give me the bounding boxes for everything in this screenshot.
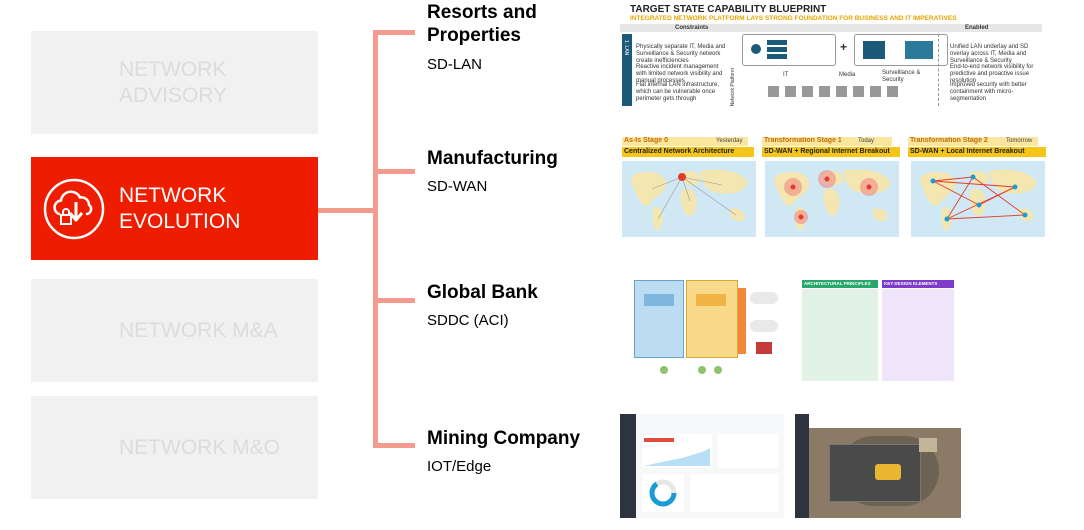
sdlan-left-bullet-3: Flat internal LAN infrastructure, which … — [636, 82, 720, 102]
sddc-node — [756, 342, 772, 354]
category-subtitle-iot: IOT/Edge — [427, 458, 492, 475]
iot-stats-panel — [690, 474, 778, 512]
sddc-endpoint-2 — [698, 366, 706, 374]
sdlan-header-bar — [620, 24, 1042, 32]
network-ma-box[interactable]: NETWORK M&A — [31, 279, 318, 382]
sdlan-icon-label-it: IT — [783, 72, 789, 78]
network-evolution-label: NETWORK EVOLUTION — [119, 183, 241, 233]
sdwan-stage-1-tag: Today — [858, 138, 875, 144]
sdlan-side-tab: 1. LAN — [622, 34, 632, 106]
sddc-cloud-2 — [750, 320, 778, 332]
sdwan-stage-1-label: Transformation Stage 1 — [764, 137, 842, 144]
cloud-download-lock-icon — [43, 178, 105, 239]
network-evolution-box[interactable]: NETWORK EVOLUTION — [31, 157, 318, 260]
iot-map-sidebar — [795, 414, 809, 518]
sdlan-blueprint-thumbnail[interactable]: TARGET STATE CAPABILITY BLUEPRINT INTEGR… — [620, 2, 1042, 112]
sdlan-switch-row — [768, 86, 898, 97]
sdlan-diagram-box-1 — [742, 34, 836, 66]
sddc-block-2 — [696, 294, 726, 306]
category-title-resorts: Resorts and Properties — [427, 2, 537, 46]
sddc-endpoint-3 — [714, 366, 722, 374]
sdwan-stage-0-tag: Yesterday — [716, 138, 743, 144]
sddc-panel-right-title: KEY DESIGN ELEMENTS — [884, 281, 938, 286]
connector-branch-1 — [373, 30, 415, 35]
sdlan-side-tab-label: 1. LAN — [623, 40, 629, 56]
sdlan-right-bullet-1: Unified LAN underlay and SD overlay acro… — [950, 44, 1029, 64]
sdwan-stage-2-header: Transformation Stage 2 Tomorrow SD-WAN +… — [908, 137, 1048, 159]
sdlan-thumb-subtitle: INTEGRATED NETWORK PLATFORM LAYS STRONG … — [630, 15, 957, 22]
sddc-cloud-1 — [750, 292, 778, 304]
iot-chart-panel — [642, 434, 712, 468]
category-title-global-bank: Global Bank — [427, 282, 538, 303]
sdwan-map-stage-0 — [622, 161, 756, 237]
sddc-principles-thumbnail[interactable]: ARCHITECTURAL PRINCIPLES KEY DESIGN ELEM… — [802, 280, 954, 382]
iot-dashboard-thumbnail[interactable] — [620, 414, 784, 518]
sddc-panel-left-title: ARCHITECTURAL PRINCIPLES — [804, 281, 871, 286]
iot-sidebar — [620, 414, 636, 518]
sddc-endpoint-1 — [660, 366, 668, 374]
connector-trunk — [373, 30, 378, 447]
category-title-manufacturing: Manufacturing — [427, 148, 558, 169]
category-title-mining: Mining Company — [427, 428, 581, 449]
network-advisory-label: NETWORK ADVISORY — [119, 57, 228, 107]
sdlan-col-left-label: Constraints — [675, 25, 709, 31]
sdwan-stage-2-desc: SD-WAN + Local Internet Breakout — [910, 148, 1025, 155]
sdlan-left-bullet-2: Reactive incident management with limite… — [636, 64, 723, 84]
connector-branch-2 — [373, 169, 415, 174]
sdwan-stage-1-desc: SD-WAN + Regional Internet Breakout — [764, 148, 890, 155]
sdwan-stage-0-desc: Centralized Network Architecture — [624, 148, 735, 155]
sdlan-col-right-label: Enabled — [965, 25, 989, 31]
sddc-panel-left — [802, 289, 878, 381]
sdlan-side-label: Network Platform — [730, 68, 736, 107]
category-subtitle-sdlan: SD-LAN — [427, 56, 483, 73]
sdlan-diagram-box-2 — [854, 34, 948, 66]
iot-list-panel — [718, 434, 778, 468]
sdlan-plus-icon: + — [840, 40, 848, 54]
category-subtitle-sdwan: SD-WAN — [427, 178, 488, 195]
sdwan-stage-1-header: Transformation Stage 1 Today SD-WAN + Re… — [762, 137, 902, 159]
iot-donut-panel — [642, 474, 684, 512]
sdlan-thumb-title: TARGET STATE CAPABILITY BLUEPRINT — [630, 4, 827, 15]
iot-map-terrain — [809, 428, 961, 518]
sddc-bar — [738, 288, 746, 354]
sdlan-left-bullet-1: Physically separate IT, Media and Survei… — [636, 44, 726, 64]
category-subtitle-sddc: SDDC (ACI) — [427, 312, 509, 329]
sddc-zone-1 — [634, 280, 684, 358]
sdwan-stage-0-label: As-Is Stage 0 — [624, 137, 668, 144]
network-mo-label: NETWORK M&O — [119, 435, 280, 459]
sdlan-divider — [938, 34, 940, 106]
sddc-architecture-thumbnail[interactable] — [620, 272, 790, 384]
connector-main — [318, 208, 376, 213]
sdwan-map-stage-1 — [765, 161, 899, 237]
iot-mine-map-thumbnail[interactable] — [795, 414, 961, 518]
network-ma-label: NETWORK M&A — [119, 318, 278, 342]
sdlan-right-bullet-3: Improved security with better containmen… — [950, 82, 1027, 102]
network-mo-box[interactable]: NETWORK M&O — [31, 396, 318, 499]
sddc-block-1 — [644, 294, 674, 306]
sdlan-icon-label-media: Media — [839, 72, 856, 78]
sdlan-right-bullet-2: End-to-end network visibility for predic… — [950, 64, 1034, 84]
connector-branch-3 — [373, 298, 415, 303]
network-advisory-box[interactable]: NETWORK ADVISORY — [31, 31, 318, 134]
sdwan-stage-2-label: Transformation Stage 2 — [910, 137, 988, 144]
sdlan-icon-label-security: Surveillance & Security — [882, 70, 921, 83]
sdwan-stage-2-tag: Tomorrow — [1006, 138, 1033, 144]
sdwan-stage-0-header: As-Is Stage 0 Yesterday Centralized Netw… — [620, 137, 758, 159]
sdwan-stages-thumbnail[interactable]: As-Is Stage 0 Yesterday Centralized Netw… — [620, 137, 1048, 239]
sddc-panel-right — [882, 289, 954, 381]
connector-branch-4 — [373, 443, 415, 448]
sddc-zone-2 — [686, 280, 738, 358]
sdwan-map-stage-2 — [911, 161, 1045, 237]
